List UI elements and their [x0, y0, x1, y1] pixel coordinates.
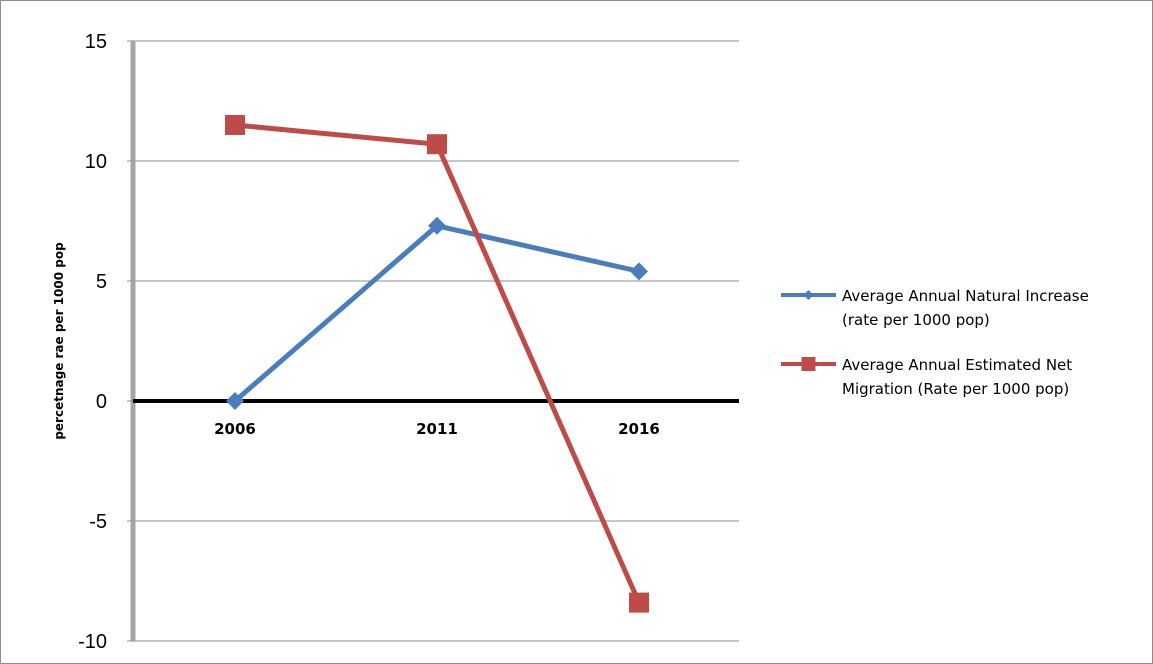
x-tick-label: 2016	[618, 420, 660, 438]
series	[225, 115, 649, 613]
legend-label: (rate per 1000 pop)	[842, 311, 990, 329]
legend-entry: Average Annual Estimated Net Migration (R…	[781, 356, 1072, 398]
legend-label: Migration (Rate per 1000 pop)	[842, 380, 1069, 398]
data-point-marker	[801, 357, 816, 371]
y-tick-label: 15	[85, 31, 107, 53]
data-point-marker	[225, 115, 245, 135]
y-tick-label: -10	[78, 631, 107, 653]
y-tick-label: 10	[85, 151, 107, 173]
data-point-marker	[427, 134, 447, 155]
legend-label: Average Annual Estimated Net	[842, 356, 1072, 374]
series-group	[226, 216, 648, 410]
y-tick-label: -5	[89, 511, 107, 533]
y-axis-label: percetnage rae per 1000 pop	[52, 242, 66, 440]
data-point-marker	[226, 392, 244, 410]
data-point-marker	[629, 592, 649, 613]
legend: Average Annual Natural Increase (rate per…	[781, 287, 1089, 398]
x-tick-label: 2011	[416, 420, 458, 438]
data-point-marker	[803, 290, 814, 300]
series-line	[233, 223, 640, 403]
legend-label: Average Annual Natural Increase	[842, 287, 1089, 305]
data-point-marker	[428, 216, 446, 235]
series-group	[225, 115, 649, 613]
series-line	[234, 122, 642, 604]
x-axis-ticks: 2006 2011 2016	[214, 420, 660, 438]
data-point-marker	[630, 262, 648, 281]
gridlines	[133, 40, 739, 642]
y-tick-label: 0	[96, 391, 107, 413]
axes	[127, 40, 739, 642]
x-tick-label: 2006	[214, 420, 256, 438]
y-tick-label: 5	[96, 271, 107, 293]
y-axis-ticks: -10 -5 0 5 10 15	[78, 31, 107, 653]
legend-entry: Average Annual Natural Increase (rate per…	[781, 287, 1089, 329]
